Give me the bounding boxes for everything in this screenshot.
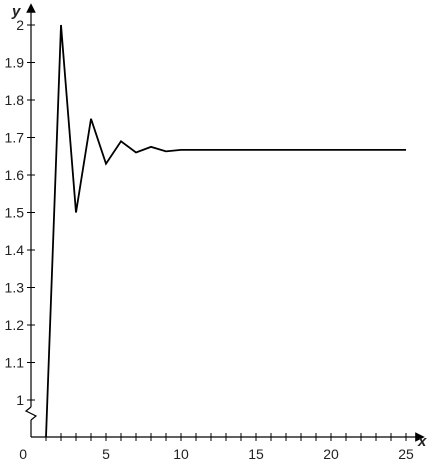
ticks: 0 5 10 15 20 25 1 1.1 1.2 1.3 1.4 1.5 1.6 1.7 1.8 1.9 2 — [5, 17, 414, 462]
y-tick-label-1.2: 1.2 — [5, 317, 25, 333]
x-tick-label-10: 10 — [173, 446, 189, 462]
series — [45, 24, 406, 438]
series-line-0 — [45, 24, 406, 438]
y-tick-label-1.4: 1.4 — [5, 242, 25, 258]
x-tick-label-20: 20 — [323, 446, 339, 462]
x-tick-label-15: 15 — [248, 446, 264, 462]
y-tick-label-1.3: 1.3 — [5, 280, 25, 296]
x-tick-label-0: 0 — [19, 446, 27, 462]
y-axis-break-mark — [24, 406, 38, 421]
axes — [24, 3, 425, 442]
y-tick-label-1.6: 1.6 — [5, 167, 25, 183]
y-axis-label: y — [11, 3, 21, 20]
y-tick-label-1.9: 1.9 — [5, 55, 25, 71]
x-axis-label: x — [417, 433, 427, 450]
y-tick-label-2: 2 — [16, 17, 24, 33]
y-tick-label-1.1: 1.1 — [5, 355, 25, 371]
x-tick-label-25: 25 — [398, 446, 414, 462]
y-tick-label-1: 1 — [16, 392, 24, 408]
y-tick-label-1.7: 1.7 — [5, 130, 25, 146]
y-tick-label-1.8: 1.8 — [5, 92, 25, 108]
y-tick-label-1.5: 1.5 — [5, 205, 25, 221]
x-tick-label-5: 5 — [102, 446, 110, 462]
